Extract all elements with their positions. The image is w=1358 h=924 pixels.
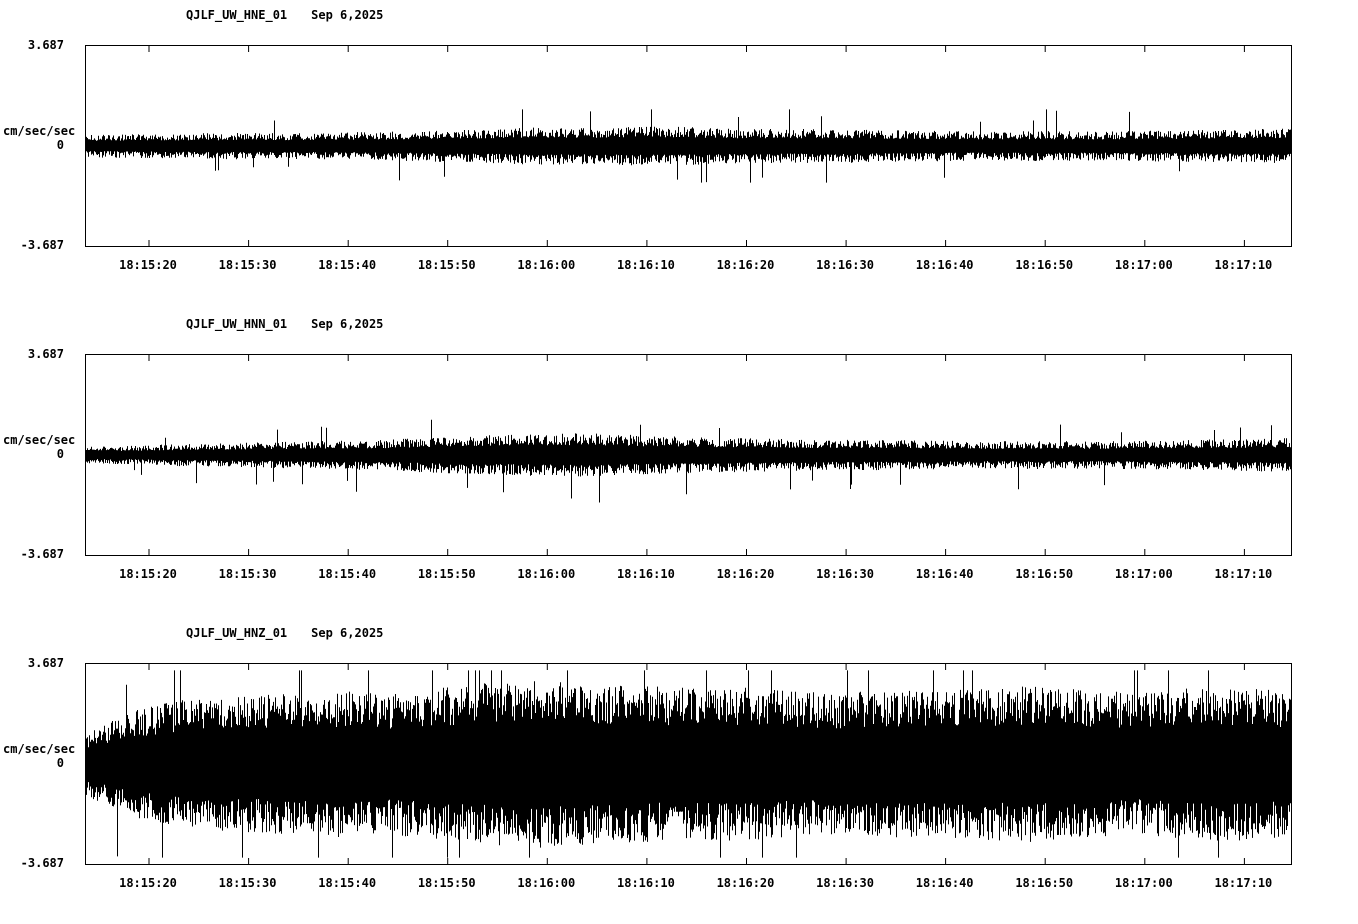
date-label: Sep 6,2025 [311, 626, 384, 640]
y-zero-label: 0 [56, 138, 64, 152]
waveform-trace [86, 46, 1291, 246]
y-max-label: 3.687 [27, 347, 64, 361]
plot-area [85, 354, 1292, 556]
x-tick-label: 18:15:50 [417, 876, 476, 890]
x-tick-label: 18:17:10 [1214, 876, 1273, 890]
x-tick-label: 18:15:50 [417, 567, 476, 581]
axis-ticks [86, 46, 1291, 246]
x-tick-label: 18:16:50 [1015, 567, 1074, 581]
x-tick-label: 18:16:50 [1015, 258, 1074, 272]
x-tick-label: 18:15:50 [417, 258, 476, 272]
seismogram-panel-hnn: QJLF_UW_HNN_01 Sep 6,2025 3.687 cm/sec/se… [0, 309, 1358, 609]
x-tick-label: 18:15:30 [218, 258, 277, 272]
x-tick-label: 18:16:50 [1015, 876, 1074, 890]
plot-area [85, 45, 1292, 247]
y-max-label: 3.687 [27, 656, 64, 670]
x-tick-label: 18:16:30 [816, 567, 874, 581]
seismogram-panel-hne: QJLF_UW_HNE_01 Sep 6,2025 3.687 cm/sec/se… [0, 0, 1358, 300]
y-max-label: 3.687 [27, 38, 64, 52]
trace-path [86, 419, 1291, 503]
x-tick-label: 18:15:40 [318, 876, 377, 890]
y-axis-label: cm/sec/sec [3, 124, 76, 138]
x-tick-label: 18:15:40 [318, 258, 377, 272]
panel-title: QJLF_UW_HNZ_01 Sep 6,2025 [186, 626, 383, 640]
y-min-label: -3.687 [20, 547, 64, 561]
x-tick-label: 18:17:10 [1214, 258, 1273, 272]
x-tick-label: 18:16:00 [517, 876, 576, 890]
station-label: QJLF_UW_HNZ_01 [186, 626, 288, 640]
y-axis-label: cm/sec/sec [3, 742, 76, 756]
x-tick-label: 18:15:20 [119, 876, 177, 890]
x-tick-label: 18:16:10 [616, 876, 675, 890]
x-tick-label: 18:16:40 [915, 876, 974, 890]
x-tick-label: 18:16:00 [517, 258, 576, 272]
waveform-trace [86, 664, 1291, 864]
x-tick-label: 18:16:30 [816, 876, 874, 890]
date-label: Sep 6,2025 [311, 8, 384, 22]
waveform-trace [86, 355, 1291, 555]
panel-title: QJLF_UW_HNN_01 Sep 6,2025 [186, 317, 383, 331]
y-min-label: -3.687 [20, 856, 64, 870]
trace-path [86, 670, 1291, 858]
x-tick-label: 18:17:00 [1114, 876, 1173, 890]
trace-path [86, 109, 1291, 183]
axis-ticks [86, 664, 1291, 864]
x-tick-label: 18:16:20 [716, 258, 775, 272]
seismogram-panel-hnz: QJLF_UW_HNZ_01 Sep 6,2025 3.687 cm/sec/se… [0, 618, 1358, 918]
x-tick-label: 18:16:40 [915, 567, 974, 581]
y-zero-label: 0 [56, 756, 64, 770]
y-min-label: -3.687 [20, 238, 64, 252]
x-tick-label: 18:16:30 [816, 258, 874, 272]
x-tick-label: 18:16:40 [915, 258, 974, 272]
x-tick-label: 18:17:00 [1114, 567, 1173, 581]
y-axis-label: cm/sec/sec [3, 433, 76, 447]
date-label: Sep 6,2025 [311, 317, 384, 331]
axis-ticks [86, 355, 1291, 555]
x-tick-label: 18:17:00 [1114, 258, 1173, 272]
plot-area [85, 663, 1292, 865]
panel-title: QJLF_UW_HNE_01 Sep 6,2025 [186, 8, 383, 22]
x-tick-label: 18:17:10 [1214, 567, 1273, 581]
y-zero-label: 0 [56, 447, 64, 461]
station-label: QJLF_UW_HNN_01 [186, 317, 288, 331]
x-tick-label: 18:16:10 [616, 567, 675, 581]
x-tick-label: 18:16:00 [517, 567, 576, 581]
x-tick-label: 18:15:30 [218, 567, 277, 581]
x-tick-label: 18:16:10 [616, 258, 675, 272]
station-label: QJLF_UW_HNE_01 [186, 8, 288, 22]
x-axis-labels: 18:15:20 18:15:30 18:15:40 18:15:50 18:16:00… [0, 258, 1358, 274]
x-tick-label: 18:16:20 [716, 567, 775, 581]
x-axis-labels: 18:15:20 18:15:30 18:15:40 18:15:50 18:16:00… [0, 567, 1358, 583]
x-tick-label: 18:15:30 [218, 876, 277, 890]
x-tick-label: 18:15:40 [318, 567, 377, 581]
x-axis-labels: 18:15:20 18:15:30 18:15:40 18:15:50 18:16:00… [0, 876, 1358, 892]
x-tick-label: 18:15:20 [119, 258, 177, 272]
x-tick-label: 18:16:20 [716, 876, 775, 890]
x-tick-label: 18:15:20 [119, 567, 177, 581]
